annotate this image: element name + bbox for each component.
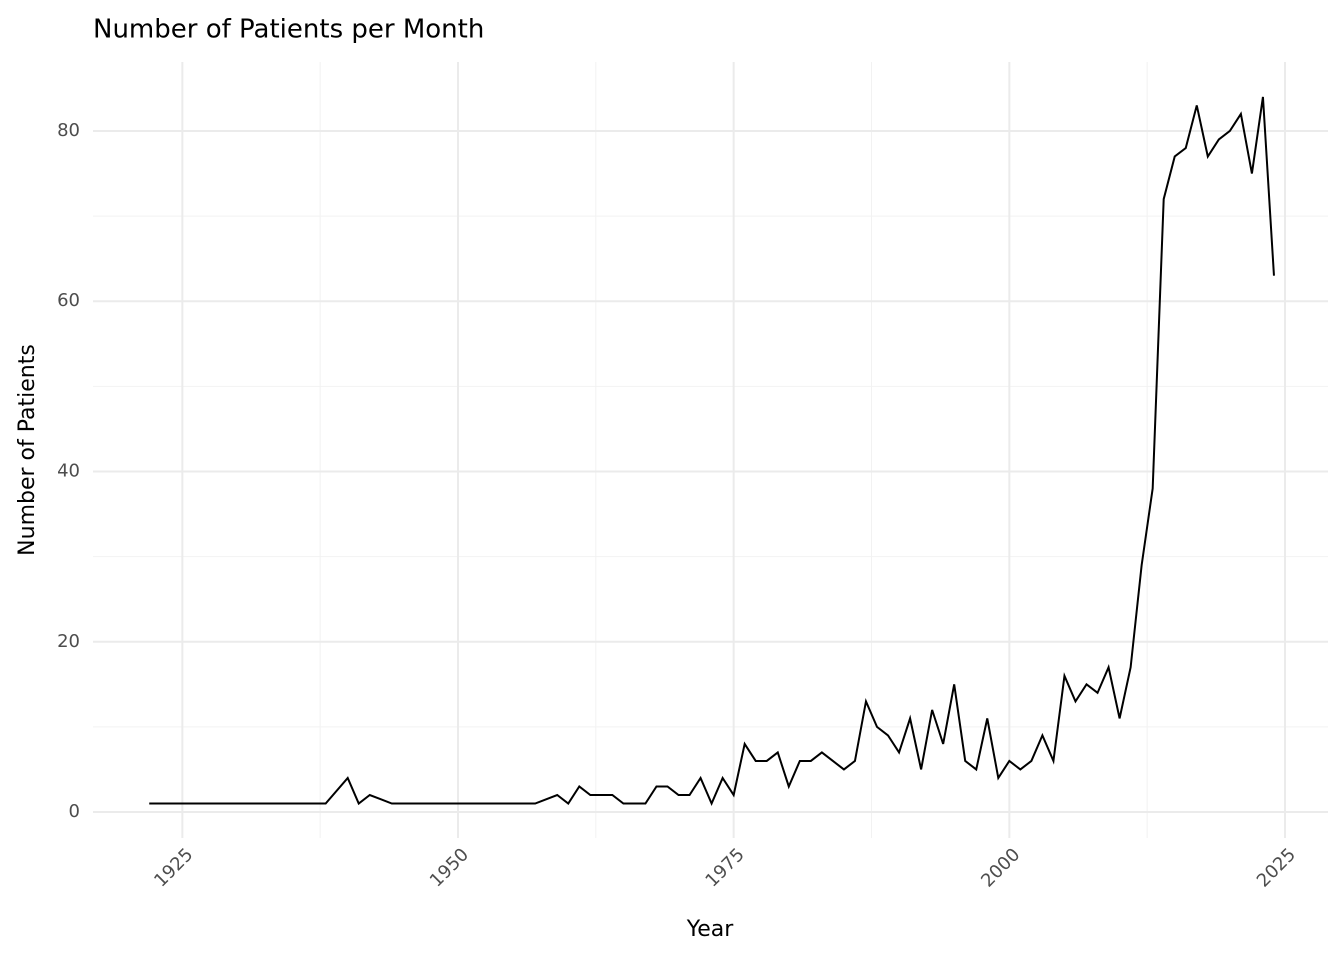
- x-tick-label: 1975: [701, 844, 748, 891]
- x-tick-label: 2025: [1253, 844, 1300, 891]
- y-tick-label: 0: [69, 801, 80, 822]
- y-tick-label: 80: [57, 120, 80, 141]
- x-tick-label: 1950: [426, 844, 473, 891]
- y-tick-label: 20: [57, 631, 80, 652]
- x-tick-label: 1925: [150, 844, 197, 891]
- x-axis-label: Year: [686, 917, 735, 942]
- y-tick-label: 60: [57, 290, 80, 311]
- y-tick-label: 40: [57, 460, 80, 481]
- chart-title: Number of Patients per Month: [93, 15, 484, 45]
- data-line: [149, 96, 1275, 807]
- x-tick-label: 2000: [977, 844, 1024, 891]
- y-axis-label: Number of Patients: [15, 344, 40, 556]
